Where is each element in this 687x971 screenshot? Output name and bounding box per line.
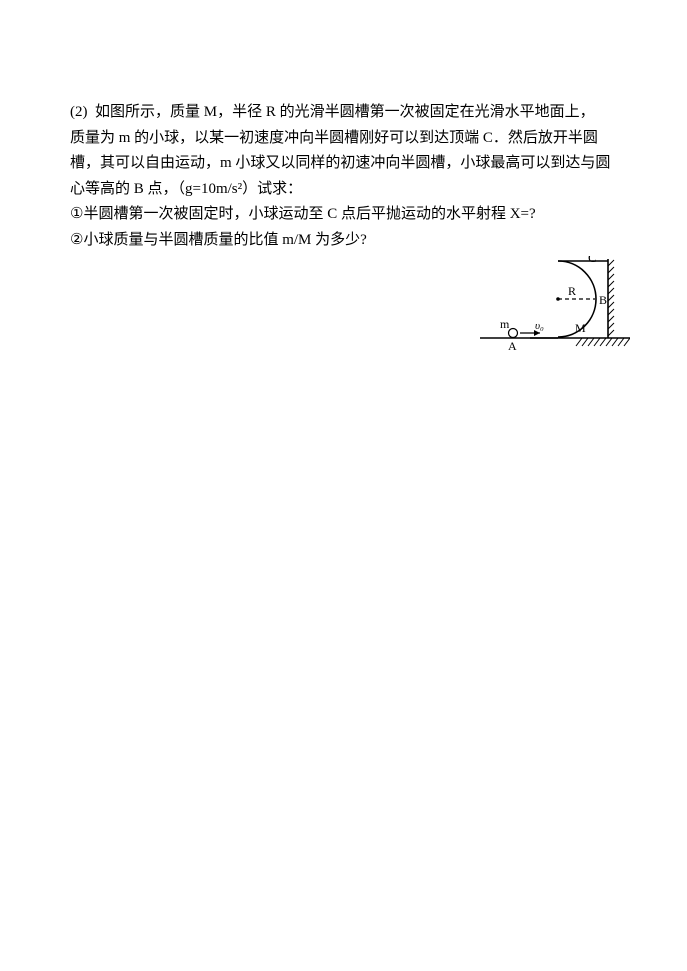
question2-prefix: ② bbox=[70, 228, 83, 254]
label-a: A bbox=[508, 339, 517, 353]
page-root: (2) 如图所示，质量 M，半径 R 的光滑半圆槽第一次被固定在光滑水平地面上，… bbox=[0, 0, 687, 253]
problem-text: (2) 如图所示，质量 M，半径 R 的光滑半圆槽第一次被固定在光滑水平地面上，… bbox=[70, 100, 617, 253]
label-b: B bbox=[599, 293, 607, 307]
question1-prefix: ① bbox=[70, 202, 83, 228]
label-r: R bbox=[568, 284, 576, 298]
problem-line1: 如图所示，质量 M，半径 R 的光滑半圆槽第一次被固定在光滑水平地面上， bbox=[95, 104, 595, 120]
question2: 小球质量与半圆槽质量的比值 m/M 为多少? bbox=[83, 232, 366, 248]
problem-line2: 质量为 m 的小球，以某一初速度冲向半圆槽刚好可以到达顶端 C．然后放开半圆 bbox=[70, 130, 598, 146]
ball-icon bbox=[509, 329, 518, 338]
ground-hatch bbox=[576, 338, 630, 346]
label-v0: υ₀ bbox=[535, 320, 544, 332]
problem-line3: 槽，其可以自由运动，m 小球又以同样的初速冲向半圆槽，小球最高可以到达与圆 bbox=[70, 155, 610, 171]
physics-diagram: C R B m υ₀ M A bbox=[480, 256, 630, 366]
wall-hatch bbox=[608, 260, 614, 336]
diagram-svg: C R B m υ₀ M A bbox=[480, 256, 630, 356]
label-c: C bbox=[588, 256, 597, 265]
problem-line4: 心等高的 B 点，（g=10m/s²）试求： bbox=[70, 181, 302, 197]
question1: 半圆槽第一次被固定时，小球运动至 C 点后平抛运动的水平射程 X=? bbox=[83, 206, 535, 222]
problem-number: (2) bbox=[70, 104, 88, 120]
label-m: m bbox=[500, 317, 510, 331]
label-bigm: M bbox=[575, 321, 586, 335]
